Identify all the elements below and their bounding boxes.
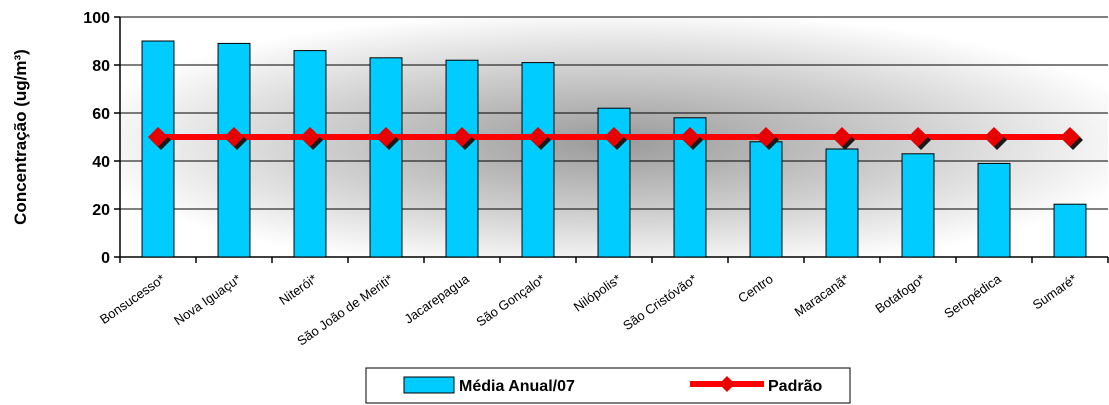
bar [293,50,327,258]
x-tick-label: Maracanã* [792,271,852,319]
y-tick-label: 20 [92,202,110,219]
x-tick-label: Sumaré* [1030,271,1080,312]
y-tick-label: 0 [101,250,110,267]
bar [825,148,859,258]
padrao-marker [1060,127,1080,147]
padrao-marker [832,127,852,147]
x-tick-label: Centro [735,271,776,306]
x-tick-label: Jacarepagua [402,271,473,327]
y-tick-label: 40 [92,154,110,171]
bar [141,40,175,258]
padrao-marker [680,127,700,147]
x-tick-label: Bonsucesso* [97,271,168,327]
padrao-marker [528,127,548,147]
padrao-marker [224,127,244,147]
bar [521,62,555,258]
bar [1053,203,1087,258]
legend-label-media: Média Anual/07 [459,378,575,395]
x-tick-label: São Gonçalo* [473,271,547,329]
y-axis-label: Concentração (ug/m³) [11,49,30,225]
bars [141,40,1087,258]
padrao-marker [452,127,472,147]
x-ticks: Bonsucesso* Nova Iguaçu* Niterói*São João … [97,257,1109,349]
bar [901,153,935,258]
padrao-marker [908,127,928,147]
x-tick-label: Nova Iguaçu* [171,271,244,328]
padrao-markers [148,127,1083,150]
legend-label-padrao: Padrão [768,378,822,395]
x-tick-label: Seropédica [941,271,1004,321]
padrao-marker [984,127,1004,147]
x-tick-label: Botafogo* [872,271,927,316]
y-ticks: 0 20 40 60 80 100 [83,10,120,267]
x-tick-label: Nilópolis* [571,271,624,314]
bar [217,42,251,258]
legend-swatch-media [403,376,455,394]
x-tick-label: São Cristóvão* [620,271,700,333]
bar [445,59,479,258]
padrao-marker [376,127,396,147]
bar [369,57,403,258]
y-tick-label: 60 [92,106,110,123]
bar [977,162,1011,258]
legend-swatch-padrao-marker [719,376,735,392]
padrao-marker [148,127,168,147]
bar [749,141,783,258]
y-tick-label: 80 [92,58,110,75]
padrao-marker [604,127,624,147]
y-tick-label: 100 [83,10,110,27]
x-tick-label: Niterói* [276,271,320,308]
padrao-marker [756,127,776,147]
legend: Média Anual/07 Padrão [365,367,851,404]
padrao-marker [300,127,320,147]
